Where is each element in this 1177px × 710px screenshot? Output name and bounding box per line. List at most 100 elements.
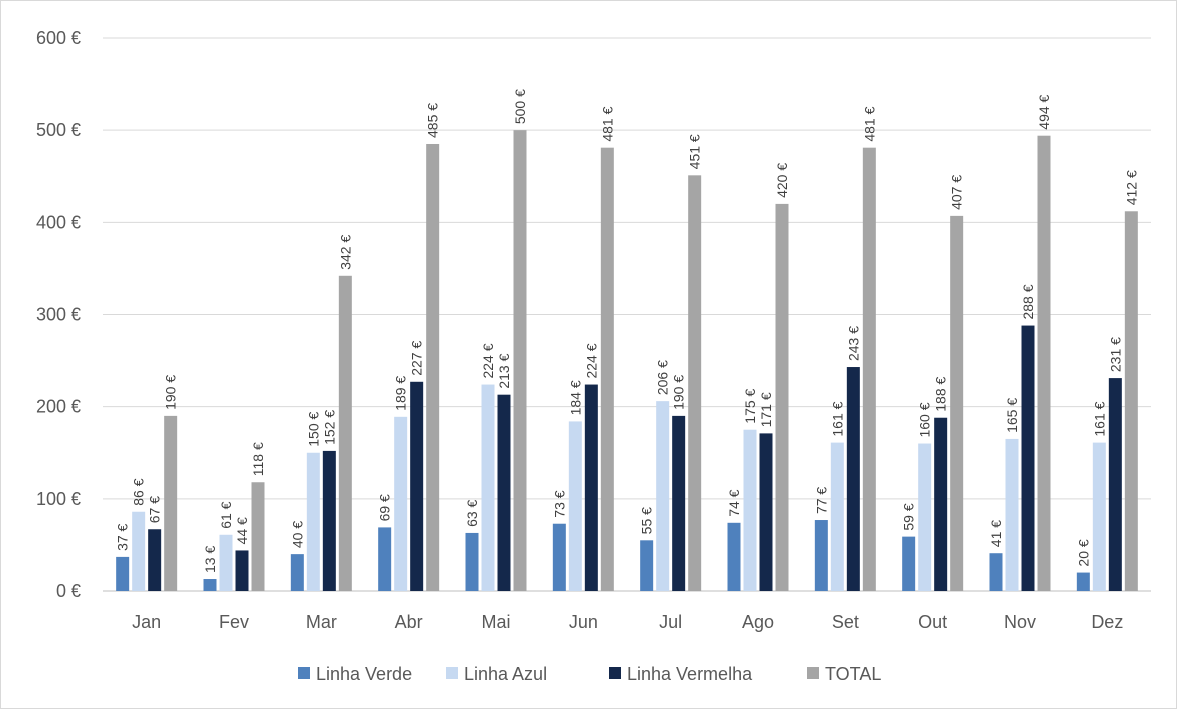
bar — [219, 534, 233, 591]
data-label: 61 € — [218, 501, 234, 528]
x-tick-label: Set — [832, 612, 859, 632]
data-label: 420 € — [774, 163, 790, 198]
legend-label: Linha Verde — [316, 664, 412, 684]
x-tick-label: Mai — [481, 612, 510, 632]
data-label: 500 € — [512, 89, 528, 124]
y-tick-label: 0 € — [56, 581, 81, 601]
data-label: 407 € — [949, 175, 965, 210]
bar — [568, 421, 582, 591]
data-label: 481 € — [861, 106, 877, 141]
data-label: 224 € — [583, 343, 599, 378]
data-label: 44 € — [234, 517, 250, 544]
bar — [394, 416, 408, 591]
data-label: 227 € — [409, 341, 425, 376]
data-label: 73 € — [551, 490, 567, 517]
bar — [830, 442, 844, 591]
data-label: 161 € — [1091, 401, 1107, 436]
legend-swatch — [609, 667, 621, 679]
bar — [1076, 572, 1090, 591]
bar — [497, 394, 511, 591]
data-labels: 37 € 86 €67 € 190 € 13 € 61 €44 € 118 € 40 € 15… — [115, 89, 1140, 573]
x-tick-label: Nov — [1004, 612, 1036, 632]
bar — [846, 367, 860, 591]
bar — [950, 215, 964, 592]
legend-label: Linha Azul — [464, 664, 547, 684]
bar — [1092, 442, 1106, 591]
x-tick-label: Fev — [219, 612, 249, 632]
bar — [132, 511, 146, 591]
y-axis-ticks: 0 € 100 € 200 € 300 € 400 € 500 € 600 € — [36, 28, 81, 601]
y-tick-label: 100 € — [36, 489, 81, 509]
data-label: 13 € — [202, 546, 218, 573]
x-tick-label: Ago — [742, 612, 774, 632]
data-label: 67 € — [147, 496, 163, 523]
bar — [775, 203, 789, 591]
bar — [116, 556, 130, 591]
bar — [743, 429, 757, 591]
bar — [338, 275, 352, 591]
data-label: 63 € — [464, 499, 480, 526]
bar — [600, 147, 614, 591]
bar — [584, 384, 598, 591]
data-label: 494 € — [1036, 94, 1052, 129]
x-tick-label: Jun — [569, 612, 598, 632]
bar — [306, 452, 320, 591]
bar — [465, 532, 479, 591]
data-label: 77 € — [813, 487, 829, 514]
data-label: 189 € — [393, 376, 409, 411]
bar — [672, 415, 686, 591]
x-tick-label: Out — [918, 612, 947, 632]
bar — [862, 147, 876, 591]
data-label: 175 € — [742, 388, 758, 423]
bar — [656, 401, 670, 591]
y-tick-label: 400 € — [36, 212, 81, 232]
bar — [148, 529, 162, 591]
bar — [1124, 211, 1138, 592]
data-label: 41 € — [988, 520, 1004, 547]
data-label: 150 € — [305, 412, 321, 447]
bar — [235, 550, 249, 591]
y-tick-label: 200 € — [36, 397, 81, 417]
legend: Linha Verde Linha Azul Linha Vermelha TOTAL — [298, 664, 881, 684]
data-label: 190 € — [163, 375, 179, 410]
bar — [513, 130, 527, 591]
data-label: 288 € — [1020, 284, 1036, 319]
y-tick-label: 500 € — [36, 120, 81, 140]
legend-swatch — [807, 667, 819, 679]
x-tick-label: Jul — [659, 612, 682, 632]
bar — [759, 433, 773, 591]
data-label: 165 € — [1004, 398, 1020, 433]
data-label: 160 € — [917, 402, 933, 437]
data-label: 184 € — [567, 380, 583, 415]
bar — [688, 175, 702, 591]
bar — [1021, 325, 1035, 591]
bar — [251, 482, 265, 591]
data-label: 37 € — [115, 523, 131, 550]
y-tick-label: 600 € — [36, 28, 81, 48]
x-tick-label: Dez — [1091, 612, 1123, 632]
bar — [552, 523, 566, 591]
data-label: 152 € — [321, 410, 337, 445]
data-label: 224 € — [480, 343, 496, 378]
data-label: 20 € — [1075, 539, 1091, 566]
bar — [934, 417, 948, 591]
bar — [290, 554, 304, 591]
data-label: 69 € — [377, 494, 393, 521]
bar — [814, 520, 828, 591]
bar — [378, 527, 392, 591]
data-label: 118 € — [250, 442, 266, 476]
data-label: 55 € — [639, 507, 655, 534]
legend-swatch — [298, 667, 310, 679]
legend-label: TOTAL — [825, 664, 881, 684]
x-axis-ticks: Jan Fev Mar Abr Mai Jun Jul Ago Set Out Nov Dez — [132, 612, 1123, 632]
bar — [322, 450, 336, 591]
data-label: 161 € — [829, 401, 845, 436]
data-label: 190 € — [671, 375, 687, 410]
bar — [164, 415, 178, 591]
bar — [1005, 438, 1019, 591]
bar — [989, 553, 1003, 591]
bar — [426, 143, 440, 591]
x-tick-label: Mar — [306, 612, 337, 632]
